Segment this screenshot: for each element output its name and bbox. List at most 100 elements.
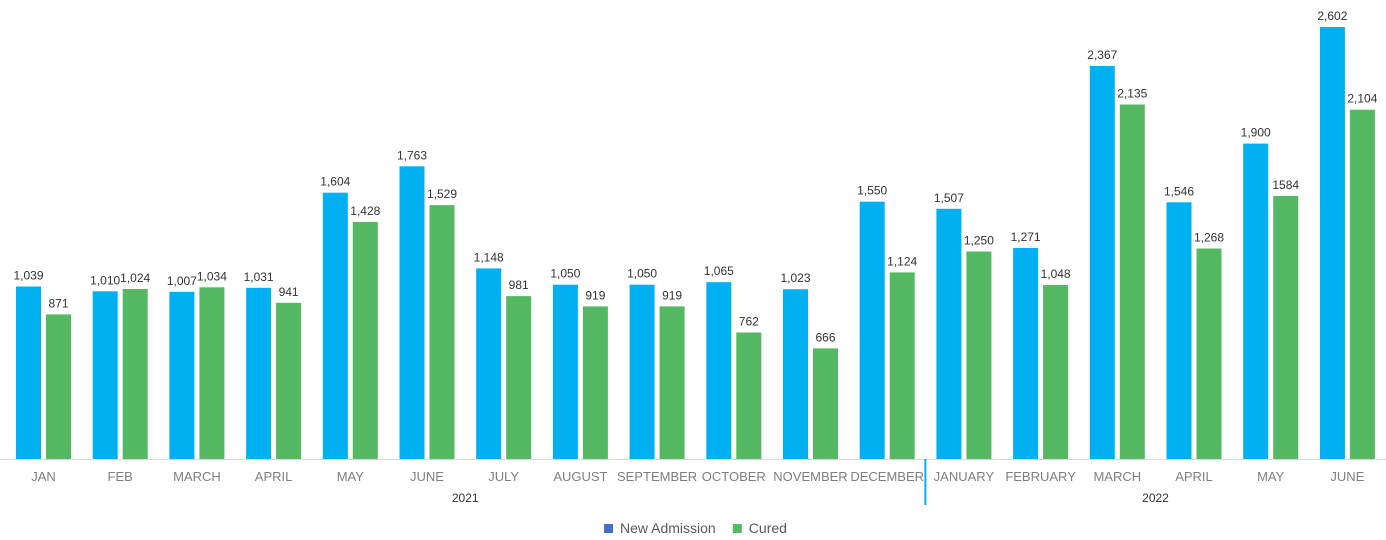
bar-cured-7 [506,296,532,459]
year-label-2022: 2022 [1142,491,1169,505]
data-label-cured-18: 2,104 [1347,92,1377,106]
x-tick-label-12: DECEMBER [850,469,924,484]
x-tick-label-11: NOVEMBER [773,469,847,484]
data-label-cured-17: 1584 [1272,178,1299,192]
x-tick-label-14: FEBRUARY [1005,469,1076,484]
year-label-2021: 2021 [452,491,479,505]
bar-cured-2 [122,289,148,459]
x-tick-label-10: OCTOBER [702,469,766,484]
data-label-cured-11: 666 [815,330,835,344]
bar-new-admission-14 [1013,248,1039,459]
data-label-cured-8: 919 [585,288,605,302]
data-label-new-admission-4: 1,031 [244,270,274,284]
bar-cured-6 [429,205,455,459]
bar-cured-10 [736,332,762,459]
bar-cured-13 [966,251,992,459]
bar-new-admission-8 [552,284,578,459]
data-label-cured-4: 941 [279,285,299,299]
data-label-cured-10: 762 [739,315,759,329]
bar-cured-8 [582,306,608,459]
x-tick-label-7: JULY [488,469,519,484]
bar-new-admission-18 [1319,27,1345,459]
data-label-new-admission-13: 1,507 [934,191,964,205]
bar-cured-12 [889,272,915,459]
bar-new-admission-13 [936,208,962,459]
data-label-new-admission-9: 1,050 [627,267,657,281]
x-tick-label-15: MARCH [1093,469,1141,484]
bar-new-admission-5 [322,192,348,459]
bar-new-admission-1 [16,286,41,459]
legend: New Admission Cured [604,520,787,536]
bar-cured-11 [813,348,838,459]
data-label-new-admission-6: 1,763 [397,148,427,162]
data-label-new-admission-16: 1,546 [1164,184,1194,198]
x-tick-label-5: MAY [337,469,365,484]
x-tick-label-13: JANUARY [934,469,995,484]
bar-cured-16 [1196,248,1222,459]
bar-cured-14 [1043,285,1069,459]
data-label-new-admission-11: 1,023 [780,271,810,285]
bar-new-admission-4 [246,287,272,459]
legend-label-new-admission: New Admission [620,520,716,536]
data-label-new-admission-12: 1,550 [857,184,887,198]
x-tick-label-16: APRIL [1175,469,1213,484]
data-label-new-admission-17: 1,900 [1241,126,1271,140]
x-tick-label-8: AUGUST [553,469,607,484]
data-label-cured-14: 1,048 [1041,267,1071,281]
data-label-cured-7: 981 [509,278,529,292]
bar-cured-17 [1273,196,1299,459]
data-label-new-admission-10: 1,065 [704,264,734,278]
bar-new-admission-3 [169,291,195,459]
data-label-new-admission-1: 1,039 [13,269,43,283]
bar-cured-15 [1119,104,1145,459]
bar-cured-5 [352,221,378,459]
bar-new-admission-12 [859,201,885,459]
legend-label-cured: Cured [749,520,787,536]
x-tick-label-18: JUNE [1330,469,1364,484]
data-label-cured-1: 871 [48,296,68,310]
data-label-cured-9: 919 [662,288,682,302]
bar-new-admission-9 [629,284,655,459]
data-label-cured-12: 1,124 [887,254,917,268]
bars-layer [16,27,1375,460]
x-tick-label-9: SEPTEMBER [617,469,697,484]
data-label-new-admission-3: 1,007 [167,274,197,288]
bar-new-admission-15 [1089,66,1115,459]
data-label-new-admission-7: 1,148 [474,250,504,264]
bar-cured-1 [46,314,71,459]
data-label-new-admission-15: 2,367 [1087,48,1117,62]
bar-new-admission-7 [476,268,502,459]
x-tick-label-3: MARCH [173,469,221,484]
data-label-new-admission-2: 1,010 [90,273,120,287]
bar-cured-9 [659,306,685,459]
data-label-cured-15: 2,135 [1117,87,1147,101]
bar-cured-4 [276,302,302,459]
bar-new-admission-2 [92,291,118,459]
bar-new-admission-16 [1166,202,1192,460]
data-label-new-admission-18: 2,602 [1317,9,1347,23]
x-axis: JAN FEB MARCH APRIL MAY JUNE JULY AUGUST SEPTEMB… [0,459,1386,505]
data-label-cured-3: 1,034 [197,269,227,283]
legend-swatch-new-admission [604,524,613,533]
data-label-new-admission-5: 1,604 [320,175,350,189]
data-label-new-admission-14: 1,271 [1011,230,1041,244]
bar-new-admission-11 [783,289,808,459]
legend-swatch-cured [732,524,742,533]
bar-new-admission-17 [1243,143,1269,459]
x-tick-label-4: APRIL [255,469,293,484]
data-label-new-admission-8: 1,050 [550,267,580,281]
x-tick-label-17: MAY [1257,469,1285,484]
bar-cured-3 [199,287,225,459]
data-label-cured-16: 1,268 [1194,231,1224,245]
data-label-cured-2: 1,024 [120,271,150,285]
bar-new-admission-10 [706,282,732,459]
x-tick-label-2: FEB [108,469,133,484]
data-label-cured-6: 1,529 [427,187,457,201]
bar-cured-18 [1349,109,1375,459]
x-tick-label-1: JAN [31,469,56,484]
bar-new-admission-6 [399,166,425,460]
x-tick-label-6: JUNE [410,469,444,484]
data-labels-layer: 1,039 1,010 1,007 1,031 1,604 1,763 1,148 1,050… [13,9,1377,344]
